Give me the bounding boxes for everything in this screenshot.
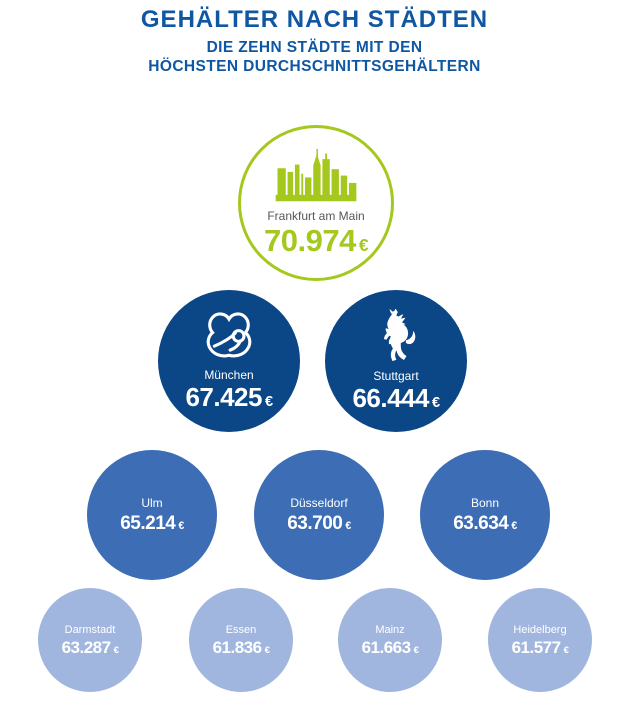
- euro-symbol: €: [264, 394, 273, 411]
- city-name: Frankfurt am Main: [267, 208, 365, 223]
- city-name: Mainz: [375, 623, 405, 636]
- euro-symbol: €: [413, 644, 419, 656]
- city-name: Darmstadt: [64, 623, 116, 636]
- city-name: Heidelberg: [513, 623, 567, 636]
- city-salary: 63.287 €: [61, 637, 119, 657]
- euro-symbol: €: [563, 644, 569, 656]
- city-bubble-stuttgart: Stuttgart 66.444 €: [325, 290, 467, 432]
- salary-value: 61.663: [361, 637, 412, 657]
- page-subtitle: DIE ZEHN STÄDTE MIT DEN HÖCHSTEN DURCHSC…: [0, 38, 629, 76]
- city-salary: 63.700 €: [287, 514, 351, 534]
- city-name: München: [204, 368, 254, 383]
- city-bubble-duesseldorf: Düsseldorf 63.700 €: [254, 450, 384, 580]
- euro-symbol: €: [511, 520, 517, 533]
- city-bubble-mainz: Mainz 61.663 €: [338, 588, 442, 692]
- city-salary: 67.425 €: [185, 382, 273, 413]
- euro-symbol: €: [345, 520, 351, 533]
- city-bubble-darmstadt: Darmstadt 63.287 €: [38, 588, 142, 692]
- city-salary: 61.663 €: [361, 637, 419, 657]
- salary-value: 63.287: [61, 637, 112, 657]
- city-salary: 63.634 €: [453, 514, 517, 534]
- city-name: Bonn: [470, 496, 500, 511]
- euro-symbol: €: [431, 395, 440, 412]
- salary-value: 61.577: [511, 637, 562, 657]
- city-bubble-bonn: Bonn 63.634 €: [420, 450, 550, 580]
- city-salary: 61.836 €: [212, 637, 270, 657]
- city-name: Essen: [225, 623, 257, 636]
- euro-symbol: €: [358, 234, 369, 255]
- subtitle-line-2: HÖCHSTEN DURCHSCHNITTSGEHÄLTERN: [148, 58, 481, 75]
- salary-value: 67.425: [185, 382, 262, 413]
- city-bubble-frankfurt: Frankfurt am Main 70.974 €: [238, 125, 394, 281]
- city-salary: 66.444 €: [352, 383, 440, 414]
- city-name: Düsseldorf: [290, 496, 348, 511]
- euro-symbol: €: [178, 520, 184, 533]
- city-bubble-essen: Essen 61.836 €: [189, 588, 293, 692]
- salary-value: 63.634: [453, 513, 509, 535]
- euro-symbol: €: [264, 644, 270, 656]
- city-salary: 65.214 €: [120, 514, 184, 534]
- salary-value: 66.444: [352, 383, 429, 414]
- euro-symbol: €: [113, 644, 119, 656]
- salary-value: 63.700: [287, 513, 343, 535]
- frankfurt-skyline-icon: [275, 148, 357, 201]
- city-name: Ulm: [141, 496, 163, 511]
- salary-value: 65.214: [120, 513, 176, 535]
- page-title: GEHÄLTER NACH STÄDTEN: [140, 6, 489, 33]
- subtitle-line-1: DIE ZEHN STÄDTE MIT DEN: [206, 39, 423, 56]
- pretzel-icon: [206, 312, 252, 358]
- city-salary: 70.974 €: [264, 222, 369, 258]
- city-name: Stuttgart: [373, 369, 419, 384]
- city-bubble-ulm: Ulm 65.214 €: [87, 450, 217, 580]
- salary-value: 61.836: [212, 637, 263, 657]
- salary-value: 70.974: [264, 222, 356, 258]
- city-salary: 61.577 €: [511, 637, 569, 657]
- city-bubble-muenchen: München 67.425 €: [158, 290, 300, 432]
- city-bubble-heidelberg: Heidelberg 61.577 €: [488, 588, 592, 692]
- stuttgart-horse-icon: [383, 309, 416, 362]
